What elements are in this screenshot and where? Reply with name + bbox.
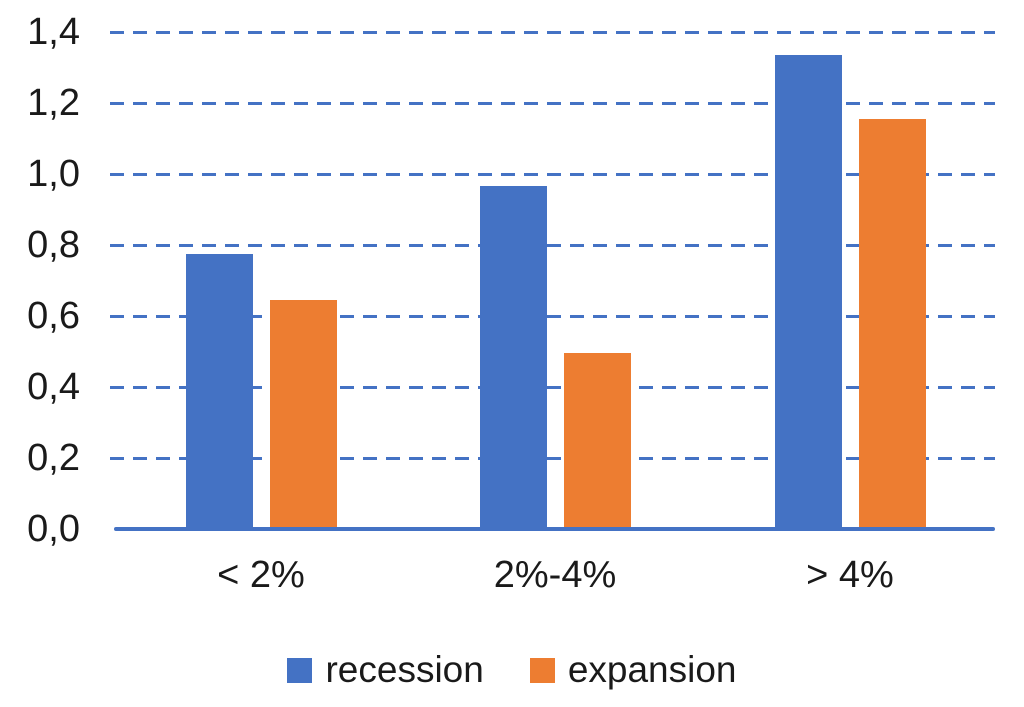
y-tick-label: 0,6: [27, 295, 80, 337]
gridline: [110, 315, 995, 318]
x-axis-line: [114, 527, 995, 531]
x-category-label: 2%-4%: [493, 554, 617, 596]
gridline: [110, 457, 995, 460]
expansion-bar-24: [563, 353, 631, 527]
y-tick-label: 0,8: [27, 224, 80, 266]
y-tick-label: 0,2: [27, 437, 80, 479]
gridline: [110, 173, 995, 176]
expansion-bar-4: [858, 118, 926, 527]
legend-item-expansion: expansion: [529, 649, 737, 691]
legend-label-expansion: expansion: [567, 649, 737, 690]
legend: recession expansion: [0, 646, 1024, 694]
gridline: [110, 102, 995, 105]
y-tick-label: 1,0: [27, 153, 80, 195]
y-tick-label: 0,0: [27, 508, 80, 550]
gridline: [110, 244, 995, 247]
recession-bar-24: [479, 186, 547, 527]
gridline: [110, 31, 995, 34]
x-category-label: < 2%: [217, 554, 305, 596]
recession-bar-2: [185, 253, 253, 527]
recession-swatch-icon: [287, 657, 313, 683]
y-tick-label: 0,4: [27, 366, 80, 408]
expansion-bar-2: [269, 299, 337, 527]
legend-label-recession: recession: [325, 649, 484, 690]
legend-item-recession: recession: [287, 649, 484, 691]
y-tick-label: 1,2: [27, 82, 80, 124]
y-tick-label: 1,4: [27, 11, 80, 53]
x-category-label: > 4%: [806, 554, 894, 596]
expansion-swatch-icon: [529, 657, 555, 683]
gridline: [110, 386, 995, 389]
recession-bar-4: [774, 54, 842, 527]
